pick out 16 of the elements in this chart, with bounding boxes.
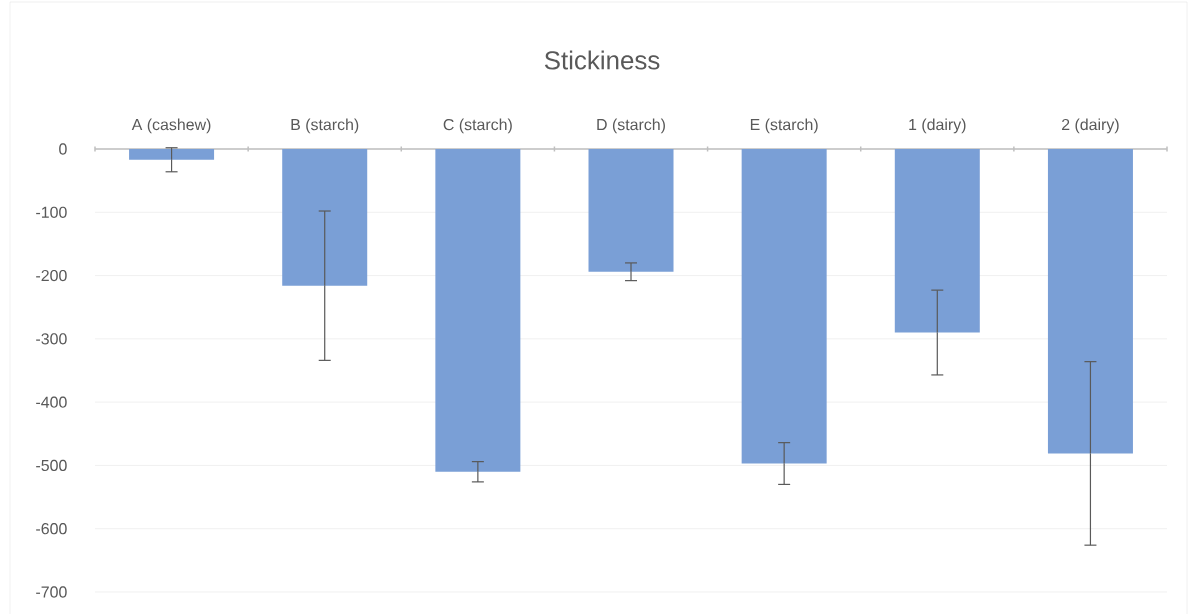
y-tick-label: -400 bbox=[36, 396, 67, 408]
y-tick-label: -300 bbox=[36, 333, 67, 345]
y-tick-label: -700 bbox=[36, 586, 67, 598]
x-tick-label: D (starch) bbox=[597, 118, 665, 134]
x-tick-label: E (starch) bbox=[750, 118, 818, 134]
y-tick-label: -200 bbox=[36, 269, 67, 282]
y-tick-label: -600 bbox=[36, 523, 67, 535]
y-tick-label: 0 bbox=[59, 143, 67, 155]
y-tick-label: -500 bbox=[36, 459, 67, 472]
x-tick-label: B (starch) bbox=[291, 118, 359, 134]
chart-title: Stickiness bbox=[544, 50, 660, 70]
x-tick-label: A (cashew) bbox=[131, 118, 211, 134]
x-tick-label: C (starch) bbox=[443, 118, 512, 134]
x-tick-label: 2 (dairy) bbox=[1062, 118, 1119, 134]
x-tick-label: 1 (dairy) bbox=[909, 118, 966, 134]
y-tick-label: -100 bbox=[36, 206, 67, 218]
